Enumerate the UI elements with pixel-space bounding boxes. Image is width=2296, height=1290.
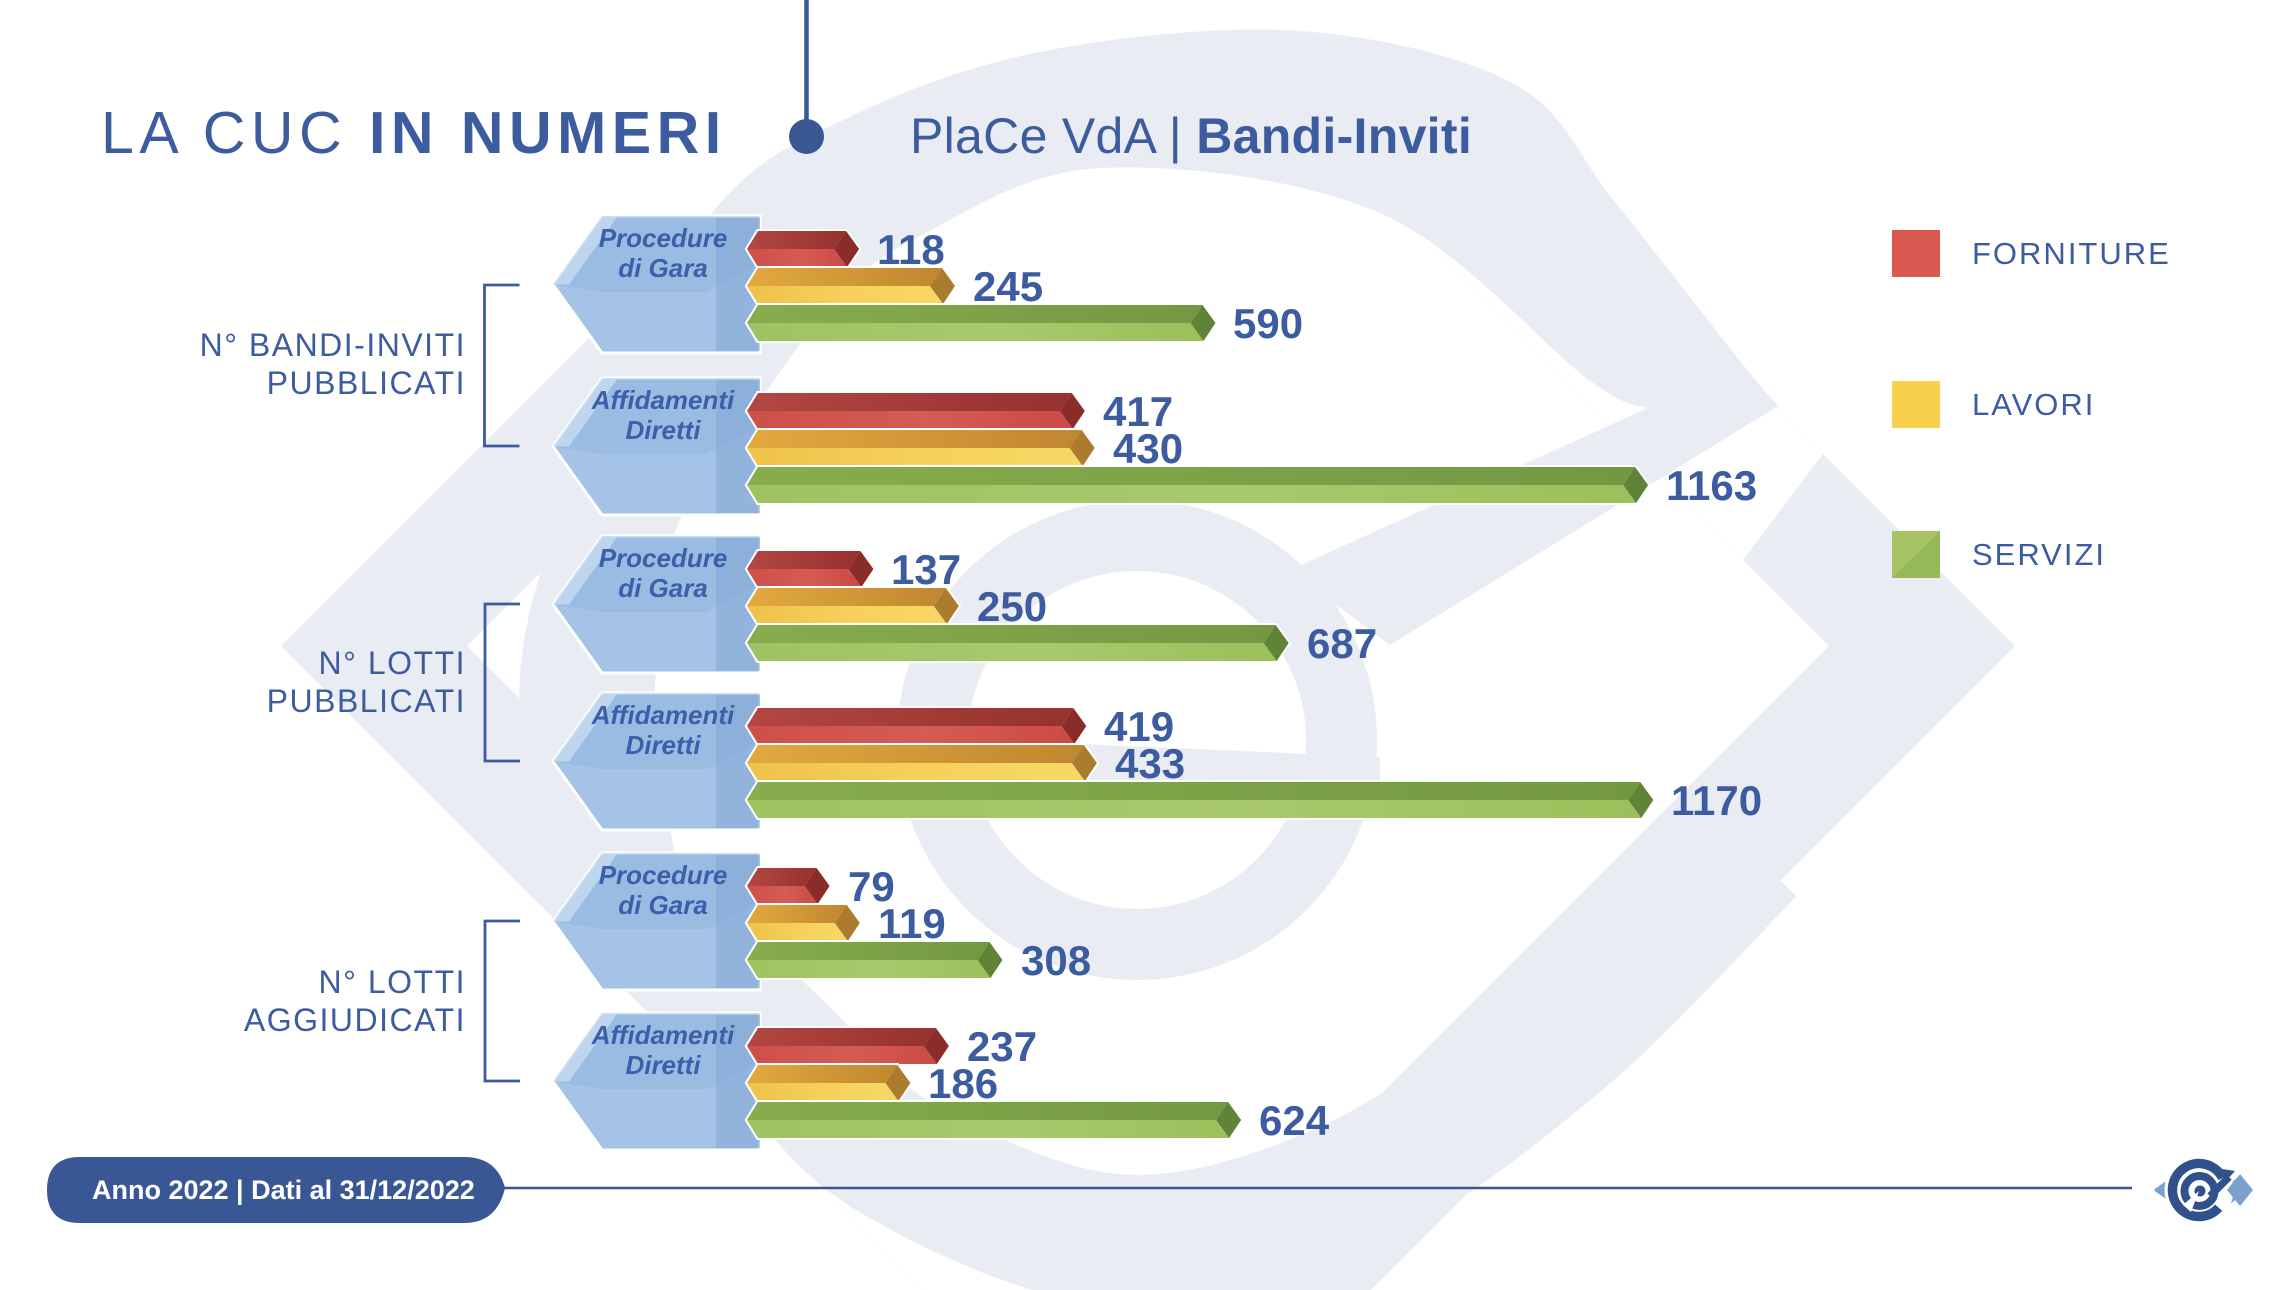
svg-text:Diretti: Diretti — [625, 730, 701, 760]
svg-text:Anno 2022 | Dati al 31/12/2022: Anno 2022 | Dati al 31/12/2022 — [92, 1175, 475, 1205]
svg-text:433: 433 — [1115, 740, 1185, 787]
svg-text:Procedure: Procedure — [599, 223, 728, 253]
svg-text:79: 79 — [848, 863, 895, 910]
svg-text:Procedure: Procedure — [599, 543, 728, 573]
svg-text:N° BANDI-INVITI: N° BANDI-INVITI — [200, 327, 466, 363]
svg-text:1163: 1163 — [1666, 462, 1757, 509]
svg-text:308: 308 — [1021, 937, 1091, 984]
svg-text:Affidamenti: Affidamenti — [591, 1020, 735, 1050]
svg-text:237: 237 — [967, 1023, 1037, 1070]
svg-text:FORNITURE: FORNITURE — [1972, 236, 2171, 271]
svg-text:417: 417 — [1103, 388, 1173, 435]
svg-text:di Gara: di Gara — [618, 573, 708, 603]
svg-text:590: 590 — [1233, 300, 1303, 347]
svg-text:LA CUC IN NUMERI: LA CUC IN NUMERI — [101, 100, 727, 166]
svg-text:di Gara: di Gara — [618, 253, 708, 283]
svg-text:Affidamenti: Affidamenti — [591, 700, 735, 730]
svg-text:SERVIZI: SERVIZI — [1972, 537, 2106, 572]
svg-text:N° LOTTI: N° LOTTI — [319, 964, 466, 1000]
svg-text:137: 137 — [891, 546, 961, 593]
svg-text:PlaCe VdA | Bandi-Inviti: PlaCe VdA | Bandi-Inviti — [910, 108, 1472, 164]
svg-text:di Gara: di Gara — [618, 890, 708, 920]
svg-text:PUBBLICATI: PUBBLICATI — [267, 683, 466, 719]
svg-text:687: 687 — [1307, 620, 1377, 667]
svg-text:LAVORI: LAVORI — [1972, 387, 2095, 422]
svg-text:119: 119 — [878, 900, 946, 947]
svg-text:AGGIUDICATI: AGGIUDICATI — [244, 1002, 466, 1038]
svg-text:118: 118 — [877, 226, 945, 273]
svg-text:Procedure: Procedure — [599, 860, 728, 890]
svg-text:419: 419 — [1104, 703, 1174, 750]
svg-text:624: 624 — [1259, 1097, 1330, 1144]
svg-text:Affidamenti: Affidamenti — [591, 385, 735, 415]
svg-text:PUBBLICATI: PUBBLICATI — [267, 365, 466, 401]
svg-text:N° LOTTI: N° LOTTI — [319, 645, 466, 681]
svg-text:Diretti: Diretti — [625, 1050, 701, 1080]
svg-text:245: 245 — [973, 263, 1043, 310]
svg-text:250: 250 — [977, 583, 1047, 630]
svg-text:430: 430 — [1113, 425, 1183, 472]
svg-text:1170: 1170 — [1671, 777, 1762, 824]
svg-text:Diretti: Diretti — [625, 415, 701, 445]
svg-text:186: 186 — [928, 1060, 998, 1107]
